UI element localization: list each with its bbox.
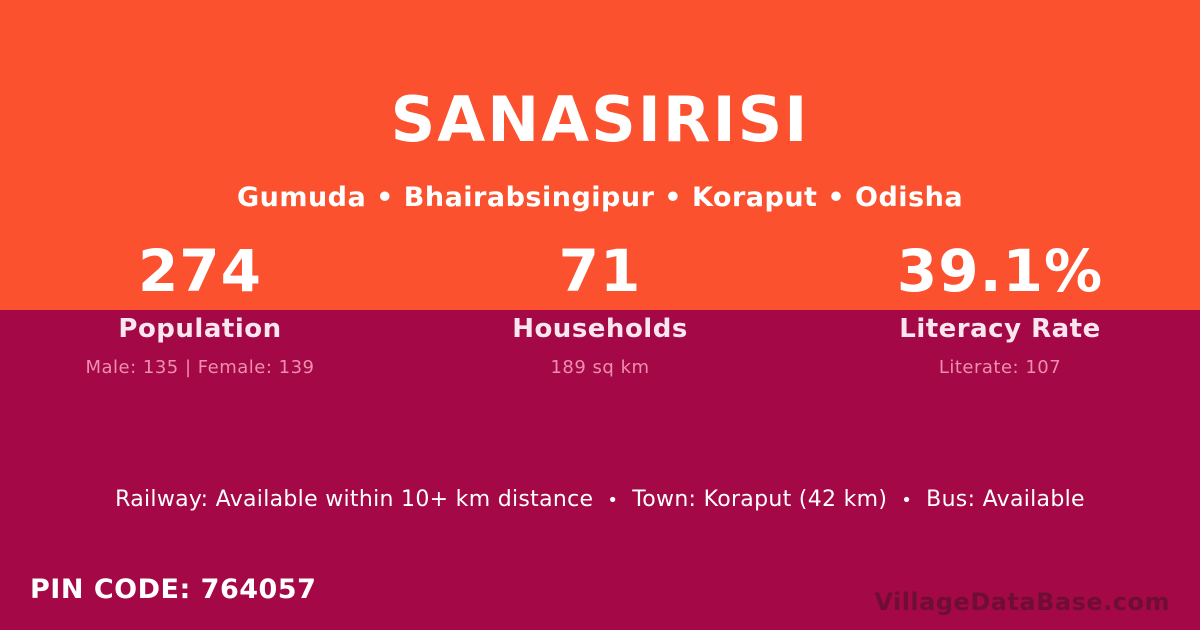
stat-households: 71 Households 189 sq km — [400, 238, 800, 379]
households-label: Households — [512, 314, 688, 344]
population-label: Population — [118, 314, 282, 344]
town-info: Town: Koraput (42 km) — [632, 487, 888, 512]
literacy-rate-label: Literacy Rate — [899, 314, 1101, 344]
transport-info-line: Railway: Available within 10+ km distanc… — [0, 486, 1200, 515]
village-name-title: SANASIRISI — [390, 83, 810, 156]
households-detail: 189 sq km — [550, 357, 650, 378]
literacy-rate-value: 39.1% — [896, 237, 1104, 305]
bullet-separator: • — [901, 490, 913, 511]
railway-info: Railway: Available within 10+ km distanc… — [115, 487, 594, 512]
stat-literacy-rate: 39.1% Literacy Rate Literate: 107 — [800, 238, 1200, 379]
stat-population: 274 Population Male: 135 | Female: 139 — [0, 238, 400, 379]
stats-row: 274 Population Male: 135 | Female: 139 7… — [0, 238, 1200, 379]
pin-code: PIN CODE: 764057 — [30, 574, 317, 605]
bus-info: Bus: Available — [926, 487, 1085, 512]
orange-band — [0, 0, 1200, 310]
crimson-band — [0, 310, 1200, 630]
watermark-brand: VillageDataBase.com — [874, 588, 1170, 616]
population-value: 274 — [137, 237, 263, 305]
location-breadcrumb: Gumuda • Bhairabsingipur • Koraput • Odi… — [236, 182, 964, 213]
literacy-rate-detail: Literate: 107 — [938, 357, 1062, 378]
households-value: 71 — [558, 237, 642, 305]
bullet-separator: • — [607, 490, 619, 511]
population-detail: Male: 135 | Female: 139 — [85, 357, 315, 378]
